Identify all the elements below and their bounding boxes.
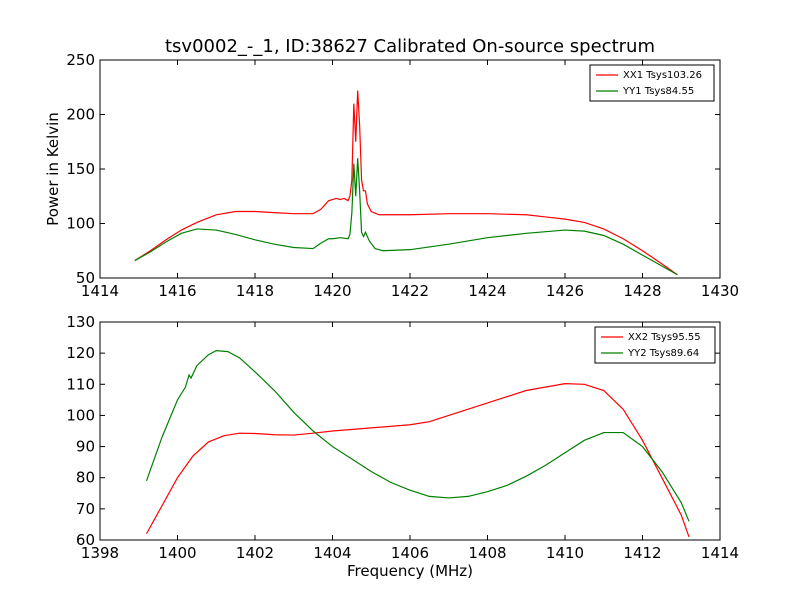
legend-label: YY1 Tsys84.55 (622, 86, 694, 97)
x-tick-label: 1430 (701, 282, 739, 300)
x-tick-label: 1414 (701, 544, 739, 562)
y-tick-label: 50 (76, 269, 95, 287)
y-tick-label: 60 (76, 531, 95, 549)
y-tick-label: 70 (76, 500, 95, 518)
y-tick-label: 80 (76, 469, 95, 487)
y-tick-label: 150 (66, 160, 95, 178)
legend-box (589, 64, 715, 102)
top-spectrum-plot: 1414 1416 1418 1420 1422 1424 1426 1428 1430 50 10… (44, 51, 739, 300)
x-tick-label: 1400 (158, 544, 196, 562)
x-tick-label: 1420 (313, 282, 351, 300)
x-tick-label: 1404 (313, 544, 351, 562)
legend-label: YY2 Tsys89.64 (627, 348, 699, 359)
legend: XX1 Tsys103.26 YY1 Tsys84.55 (589, 64, 715, 102)
x-tick-label: 1424 (468, 282, 506, 300)
x-tick-label: 1410 (546, 544, 584, 562)
y-tick-label: 100 (66, 215, 95, 233)
y-tick-label: 130 (66, 313, 95, 331)
legend-label: XX1 Tsys103.26 (623, 70, 702, 81)
x-tick-label: 1426 (546, 282, 584, 300)
x-tick-label: 1408 (468, 544, 506, 562)
x-tick-label: 1414 (81, 282, 119, 300)
x-tick-label: 1416 (158, 282, 196, 300)
y-tick-label: 200 (66, 106, 95, 124)
x-tick-label: 1428 (623, 282, 661, 300)
y-tick-label: 90 (76, 438, 95, 456)
y-tick-label: 250 (66, 51, 95, 69)
series-line-2 (145, 350, 690, 522)
series-line-1 (134, 90, 678, 276)
y-tick-label: 100 (66, 406, 95, 424)
x-tick-label: 1398 (81, 544, 119, 562)
y-axis-label: Power in Kelvin (44, 112, 62, 226)
y-tick-label: 110 (66, 375, 95, 393)
figure-title: tsv0002_-_1, ID:38627 Calibrated On-sour… (165, 36, 655, 57)
x-tick-label: 1402 (236, 544, 274, 562)
series-line-1 (145, 383, 690, 538)
legend: XX2 Tsys95.55 YY2 Tsys89.64 (594, 326, 716, 364)
y-tick-label: 120 (66, 344, 95, 362)
x-tick-label: 1422 (391, 282, 429, 300)
bottom-spectrum-plot: 1398 1400 1402 1404 1406 1408 1410 1412 1414 60 70… (66, 313, 739, 580)
legend-label: XX2 Tsys95.55 (628, 332, 701, 343)
x-tick-label: 1412 (623, 544, 661, 562)
series-line-2 (134, 158, 678, 276)
legend-box (594, 326, 716, 364)
x-axis-label: Frequency (MHz) (347, 562, 473, 580)
x-tick-label: 1418 (236, 282, 274, 300)
x-tick-label: 1406 (391, 544, 429, 562)
